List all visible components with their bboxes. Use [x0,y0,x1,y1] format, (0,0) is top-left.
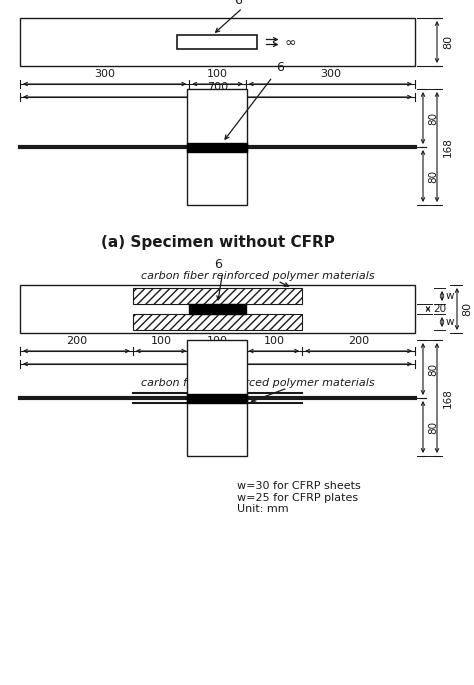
Text: 700: 700 [207,82,228,92]
Text: 6: 6 [215,258,222,271]
Text: 20: 20 [433,304,446,314]
Bar [133,314,302,330]
Bar [20,18,415,66]
Bar [188,398,247,456]
Text: 700: 700 [207,349,228,359]
Text: 200: 200 [348,336,369,346]
Bar [133,288,302,304]
Text: 100: 100 [207,69,228,79]
Text: 80: 80 [428,112,438,125]
Text: 80: 80 [462,302,472,316]
Text: carbon fiber reinforced polymer materials: carbon fiber reinforced polymer material… [141,271,374,281]
Text: 168: 168 [443,137,453,157]
Text: 80: 80 [428,362,438,375]
Text: 6: 6 [235,0,242,7]
Text: 300: 300 [94,69,115,79]
Text: 80: 80 [443,35,453,49]
Text: 100: 100 [151,336,172,346]
Text: w: w [446,317,455,327]
Text: 100: 100 [264,336,284,346]
Bar [188,147,247,205]
Text: 6: 6 [276,61,284,74]
Text: w: w [446,291,455,301]
Text: w=30 for CFRP sheets
w=25 for CFRP plates
Unit: mm: w=30 for CFRP sheets w=25 for CFRP plate… [237,481,361,514]
Text: 80: 80 [428,169,438,183]
Polygon shape [189,304,246,314]
Bar [188,340,247,398]
Text: 300: 300 [320,69,341,79]
Text: (a) Specimen without CFRP: (a) Specimen without CFRP [100,235,335,250]
Text: 100: 100 [207,336,228,346]
Text: 80: 80 [428,421,438,434]
Text: 168: 168 [443,388,453,408]
Text: 200: 200 [66,336,87,346]
Bar [177,35,257,49]
Bar [20,285,415,333]
Text: carbon fiber reinforced polymer materials: carbon fiber reinforced polymer material… [141,378,374,388]
Bar [188,89,247,147]
Text: $\infty$: $\infty$ [284,35,297,49]
